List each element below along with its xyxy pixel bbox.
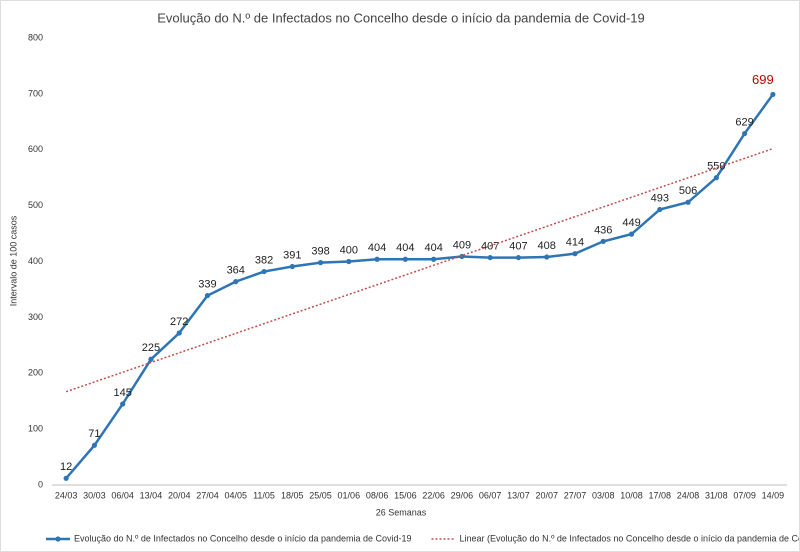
point	[91, 442, 98, 448]
data-label: 391	[283, 249, 301, 261]
point	[459, 253, 465, 260]
x-tick-label: 25/05	[309, 490, 332, 500]
x-tick-label: 04/05	[224, 490, 247, 500]
x-tick-label: 17/08	[649, 490, 672, 500]
point	[346, 258, 352, 265]
x-tick-label: 10/08	[620, 490, 643, 500]
x-tick-label: 13/07	[507, 490, 530, 500]
point	[628, 231, 635, 237]
data-label: 506	[679, 185, 697, 197]
point	[572, 251, 578, 257]
point	[233, 279, 239, 285]
point	[713, 175, 719, 181]
point	[176, 330, 182, 336]
point	[487, 254, 493, 261]
data-label: 449	[622, 217, 640, 229]
x-tick-label: 03/08	[592, 490, 615, 500]
data-label: 225	[142, 342, 160, 354]
x-tick-label: 24/03	[55, 490, 78, 500]
point	[63, 475, 69, 481]
data-label: 404	[368, 242, 386, 254]
point	[685, 199, 691, 205]
x-tick-label: 15/06	[394, 490, 417, 500]
x-tick-label: 30/03	[83, 490, 106, 500]
data-label: 493	[651, 192, 669, 204]
legend-label: Evolução do N.º de Infectados no Concelh…	[74, 533, 412, 543]
data-label: 382	[255, 254, 273, 266]
data-label: 408	[538, 240, 556, 252]
y-tick-label: 400	[28, 256, 43, 266]
data-label: 699	[752, 72, 774, 87]
x-tick-label: 22/06	[422, 490, 445, 500]
x-tick-label: 06/07	[479, 490, 502, 500]
data-label: 414	[566, 237, 584, 249]
x-tick-label: 14/09	[762, 490, 785, 500]
y-tick-label: 600	[28, 144, 43, 154]
y-tick-label: 700	[28, 88, 43, 98]
point	[148, 356, 154, 362]
point	[204, 292, 211, 299]
x-tick-label: 24/08	[677, 490, 700, 500]
data-label: 339	[198, 278, 216, 290]
point	[261, 268, 267, 275]
data-label: 404	[396, 242, 414, 254]
point	[600, 238, 606, 244]
x-tick-label: 27/07	[564, 490, 587, 500]
point	[289, 263, 295, 270]
point	[374, 256, 380, 262]
data-label: 407	[509, 240, 527, 252]
point	[544, 254, 550, 260]
x-tick-label: 31/08	[705, 490, 728, 500]
data-label: 12	[60, 461, 72, 473]
x-tick-label: 01/06	[338, 490, 361, 500]
data-label: 272	[170, 316, 188, 328]
trend-line	[65, 147, 774, 393]
point	[317, 260, 324, 266]
y-tick-label: 300	[28, 312, 43, 322]
x-tick-label: 07/09	[733, 490, 756, 500]
x-tick-label: 20/07	[535, 490, 558, 500]
point	[657, 206, 663, 213]
data-label: 550	[707, 161, 725, 173]
data-label: 364	[227, 265, 245, 277]
point	[741, 130, 748, 137]
chart-title: Evolução do N.º de Infectados no Concelh…	[157, 10, 645, 25]
y-tick-label: 0	[38, 479, 43, 489]
data-label: 145	[113, 387, 131, 399]
y-tick-label: 200	[28, 368, 43, 378]
y-tick-label: 500	[28, 200, 43, 210]
x-axis-label: 26 Semanas	[376, 507, 427, 517]
series-line	[65, 93, 774, 480]
point	[402, 256, 408, 262]
x-tick-label: 18/05	[281, 490, 304, 500]
y-tick-label: 800	[28, 32, 43, 42]
y-axis-label: Intervalo de 100 casos	[8, 215, 18, 306]
legend-label: Linear (Evolução do N.º de Infectados no…	[460, 533, 800, 543]
x-tick-label: 13/04	[140, 490, 163, 500]
data-label: 404	[424, 242, 442, 254]
point	[515, 254, 522, 261]
legend-marker	[55, 536, 61, 542]
x-tick-label: 20/04	[168, 490, 191, 500]
data-label: 409	[453, 239, 471, 251]
point	[120, 401, 126, 407]
point	[770, 91, 776, 98]
data-label: 400	[340, 244, 358, 256]
x-tick-label: 11/05	[253, 490, 275, 500]
x-tick-label: 27/04	[196, 490, 219, 500]
x-tick-label: 08/06	[366, 490, 389, 500]
x-tick-label: 29/06	[451, 490, 474, 500]
data-label: 398	[311, 246, 329, 258]
y-tick-label: 100	[28, 424, 43, 434]
data-label: 436	[594, 224, 612, 236]
data-label: 71	[88, 428, 100, 440]
data-label: 629	[735, 116, 753, 128]
point	[431, 256, 437, 262]
x-tick-label: 06/04	[111, 490, 134, 500]
